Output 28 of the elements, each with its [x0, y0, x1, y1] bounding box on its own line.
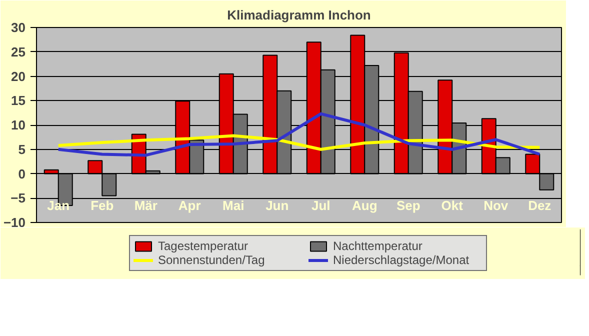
x-tick-label: Nov — [484, 198, 509, 213]
x-tick-label: Jan — [47, 198, 70, 213]
x-tick-label: Sep — [396, 198, 420, 213]
x-tick-label: Feb — [90, 198, 114, 213]
x-tick-label: Okt — [441, 198, 464, 213]
legend-label: Niederschlagstage/Monat — [333, 253, 470, 267]
y-tick-label: −10 — [3, 215, 26, 230]
legend-label: Tagestemperatur — [158, 239, 250, 253]
x-tick-label: Mai — [222, 198, 244, 213]
y-tick-label: 0 — [18, 166, 26, 182]
line-series — [56, 134, 542, 151]
x-tick-label: Jul — [311, 198, 330, 213]
y-tick-label: 10 — [11, 118, 26, 132]
line-series — [56, 112, 542, 157]
y-tick-label: 15 — [11, 93, 26, 108]
legend-label: Nachttemperatur — [333, 239, 424, 253]
x-tick-label: Apr — [178, 198, 201, 213]
y-tick-label: 25 — [11, 44, 26, 60]
y-tick-label: −5 — [10, 190, 26, 206]
x-tick-label: Mär — [134, 198, 158, 213]
y-tick-label: 30 — [11, 20, 26, 35]
y-tick-label: 5 — [18, 142, 26, 157]
x-tick-label: Jun — [266, 198, 289, 213]
x-tick-label: Dez — [528, 198, 552, 213]
y-tick-label: 20 — [11, 68, 26, 84]
legend-label: Sonnenstunden/Tag — [158, 253, 266, 267]
x-tick-label: Aug — [352, 198, 378, 213]
chart-title: Klimadiagramm Inchon — [227, 8, 371, 22]
